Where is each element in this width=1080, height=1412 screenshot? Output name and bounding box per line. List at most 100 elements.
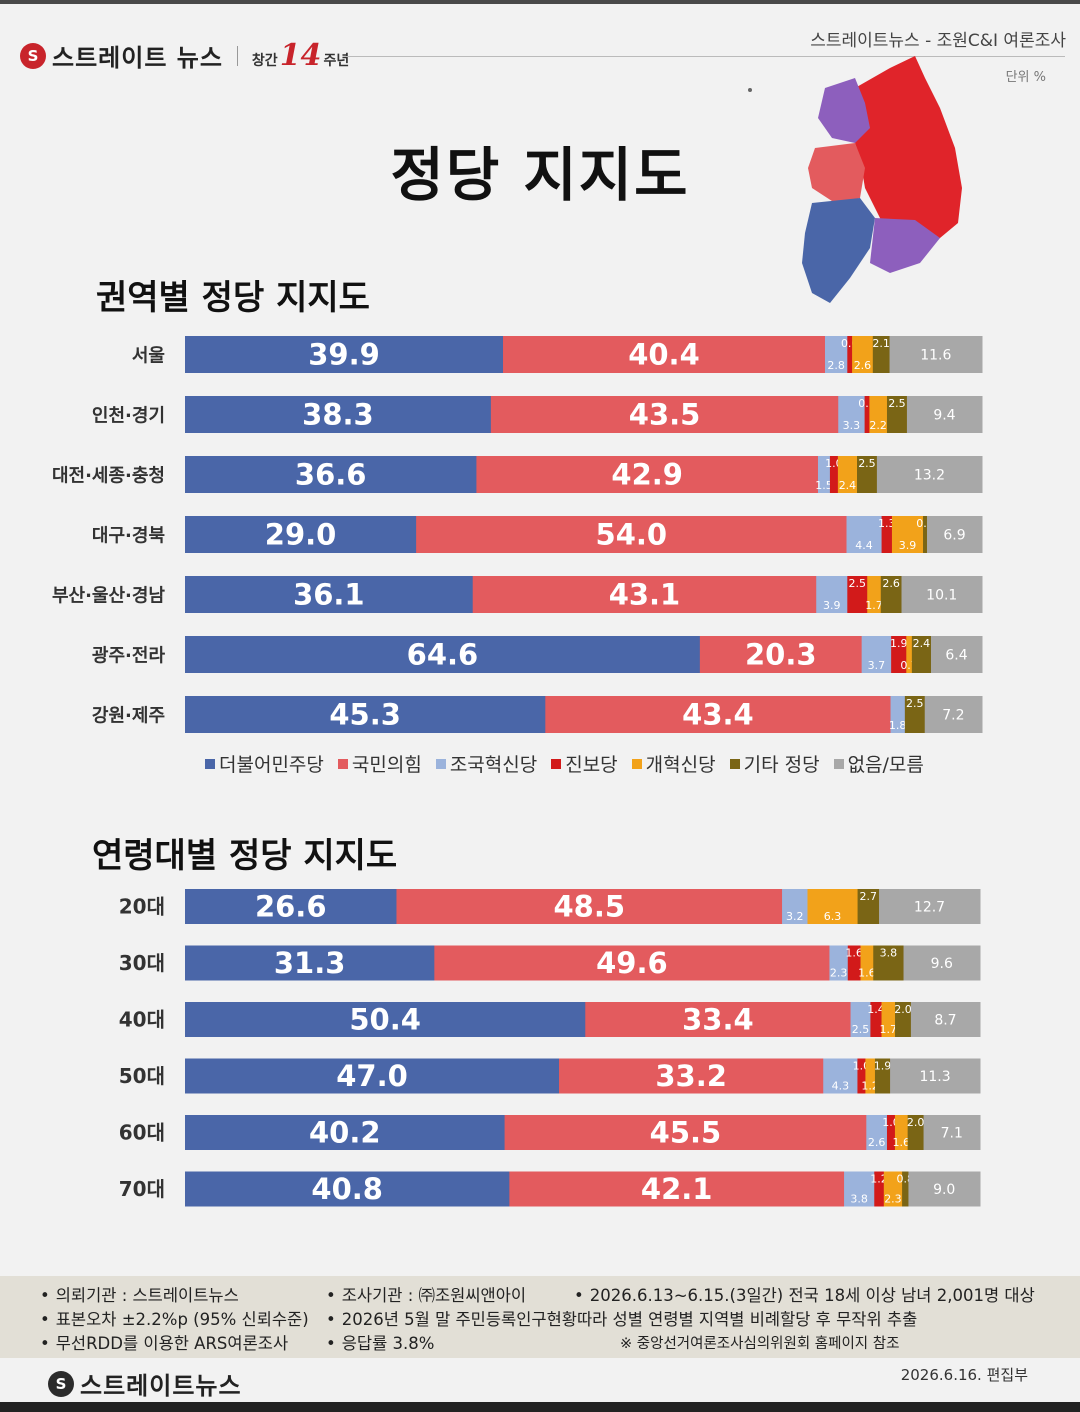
bar-segment xyxy=(185,336,504,373)
footer-client-text: 의뢰기관 : 스트레이트뉴스 xyxy=(55,1286,239,1305)
data-label: 1.2 xyxy=(861,1080,879,1093)
data-label: 20.3 xyxy=(745,638,817,672)
bar-segment xyxy=(879,889,981,924)
data-label: 2.5 xyxy=(906,697,924,710)
data-label: 3.3 xyxy=(843,419,861,432)
bottom-logo-icon: S xyxy=(48,1370,74,1397)
data-label: 6.4 xyxy=(945,648,967,664)
data-label: 1.6 xyxy=(893,1136,911,1149)
data-label: 47.0 xyxy=(336,1059,408,1093)
bar-segment xyxy=(876,456,983,493)
bar-segment xyxy=(185,1058,560,1094)
region-section-title: 권역별 정당 지지도 xyxy=(96,278,370,318)
footer-error-text: 표본오차 ±2.2%p (95% 신뢰수준) xyxy=(55,1310,309,1329)
legend-item: 국민의힘 xyxy=(337,750,422,777)
data-label: 13.2 xyxy=(914,468,945,484)
data-label: 2.5 xyxy=(888,397,906,410)
bar-segment xyxy=(816,576,848,613)
data-label: 9.6 xyxy=(931,956,953,972)
bar-segment xyxy=(559,1058,824,1094)
data-label: 1.7 xyxy=(880,1023,898,1036)
bar-segment xyxy=(185,945,435,981)
data-label: 3.8 xyxy=(880,947,898,960)
footer-sampling-text: 2026년 5월 말 주민등록인구현황따라 성별 연령별 지역별 비례할당 후 … xyxy=(341,1310,918,1329)
bar-segment xyxy=(891,636,907,673)
legend-swatch xyxy=(435,758,446,769)
bar-segment xyxy=(930,636,983,673)
data-label: 43.1 xyxy=(609,578,681,612)
bar-segment xyxy=(874,1058,891,1094)
bar-segment xyxy=(847,336,853,373)
category-label: 40대 xyxy=(119,1008,165,1032)
data-label: 1.3 xyxy=(878,517,896,530)
data-label: 43.5 xyxy=(629,398,701,432)
category-label: 서울 xyxy=(132,346,165,367)
data-label: 45.5 xyxy=(650,1116,722,1150)
data-label: 1.6 xyxy=(845,947,863,960)
bar-segment xyxy=(185,696,546,733)
bar-segment xyxy=(807,889,859,924)
data-label: 2.7 xyxy=(860,890,878,903)
bar-segment xyxy=(903,945,981,981)
data-label: 1.9 xyxy=(890,637,908,650)
bar-segment xyxy=(396,889,783,924)
data-label: 4.4 xyxy=(855,539,873,552)
data-label: 6.9 xyxy=(943,528,965,544)
bar-segment xyxy=(434,945,830,981)
bar-segment xyxy=(906,396,983,433)
bar-segment xyxy=(838,396,866,433)
bar-segment xyxy=(861,636,892,673)
bar-segment xyxy=(867,576,882,613)
bar-segment xyxy=(829,945,849,981)
bottom-logo-text: 스트레이트뉴스 xyxy=(80,1372,242,1400)
category-label: 60대 xyxy=(119,1121,165,1145)
footer-client: • 의뢰기관 : 스트레이트뉴스 xyxy=(40,1286,239,1305)
bar-segment xyxy=(923,516,928,553)
bar-segment xyxy=(923,1115,981,1150)
bar-segment xyxy=(829,456,839,493)
data-label: 42.1 xyxy=(641,1172,713,1206)
legend-swatch xyxy=(833,758,844,769)
unit-label: 단위 % xyxy=(1005,70,1046,85)
bar-segment xyxy=(886,396,908,433)
page-title: 정당 지지도 xyxy=(390,141,690,209)
bar-segment xyxy=(894,1115,909,1150)
category-label: 강원·제주 xyxy=(92,706,165,727)
data-label: 29.0 xyxy=(265,518,337,552)
bar-segment xyxy=(870,1002,883,1037)
data-label: 33.2 xyxy=(655,1059,727,1093)
bar-segment xyxy=(846,516,883,553)
data-label: 36.1 xyxy=(293,578,365,612)
bar-segment xyxy=(865,1058,876,1094)
bar-segment xyxy=(185,889,397,924)
bar-segment xyxy=(872,336,891,373)
legend-label: 국민의힘 xyxy=(351,754,422,776)
legend-swatch xyxy=(631,758,642,769)
bottom-frame xyxy=(0,1402,1080,1412)
bar-segment xyxy=(476,456,819,493)
bar-segment xyxy=(490,396,839,433)
data-label: 1.8 xyxy=(889,719,907,732)
bottom-bar: S 스트레이트뉴스 2026.6.16. 편집부 xyxy=(0,1358,1080,1402)
bar-segment xyxy=(185,1115,506,1150)
bar-segment xyxy=(890,696,906,733)
footer-agency-text: 조사기관 : ㈜조원씨앤아이 xyxy=(341,1286,527,1305)
legend-label: 더불어민주당 xyxy=(219,754,324,776)
data-label: 1.7 xyxy=(865,599,883,612)
footer-method: • 무선RDD를 이용한 ARS여론조사 xyxy=(40,1334,289,1353)
category-label: 20대 xyxy=(119,895,165,919)
category-label: 인천·경기 xyxy=(92,406,165,427)
bar-segment xyxy=(185,516,417,553)
bar-segment xyxy=(904,696,926,733)
data-label: 2.3 xyxy=(884,1193,902,1206)
data-label: 3.2 xyxy=(786,910,804,923)
data-label: 64.6 xyxy=(407,638,479,672)
bar-segment xyxy=(910,1002,981,1037)
bar-segment xyxy=(585,1002,852,1037)
data-label: 2.6 xyxy=(868,1136,886,1149)
bar-segment xyxy=(895,1002,912,1037)
bar-segment xyxy=(472,576,817,613)
bar-segment xyxy=(823,1058,858,1094)
anniversary-number: 14 xyxy=(279,38,322,73)
data-label: 48.5 xyxy=(553,890,625,924)
